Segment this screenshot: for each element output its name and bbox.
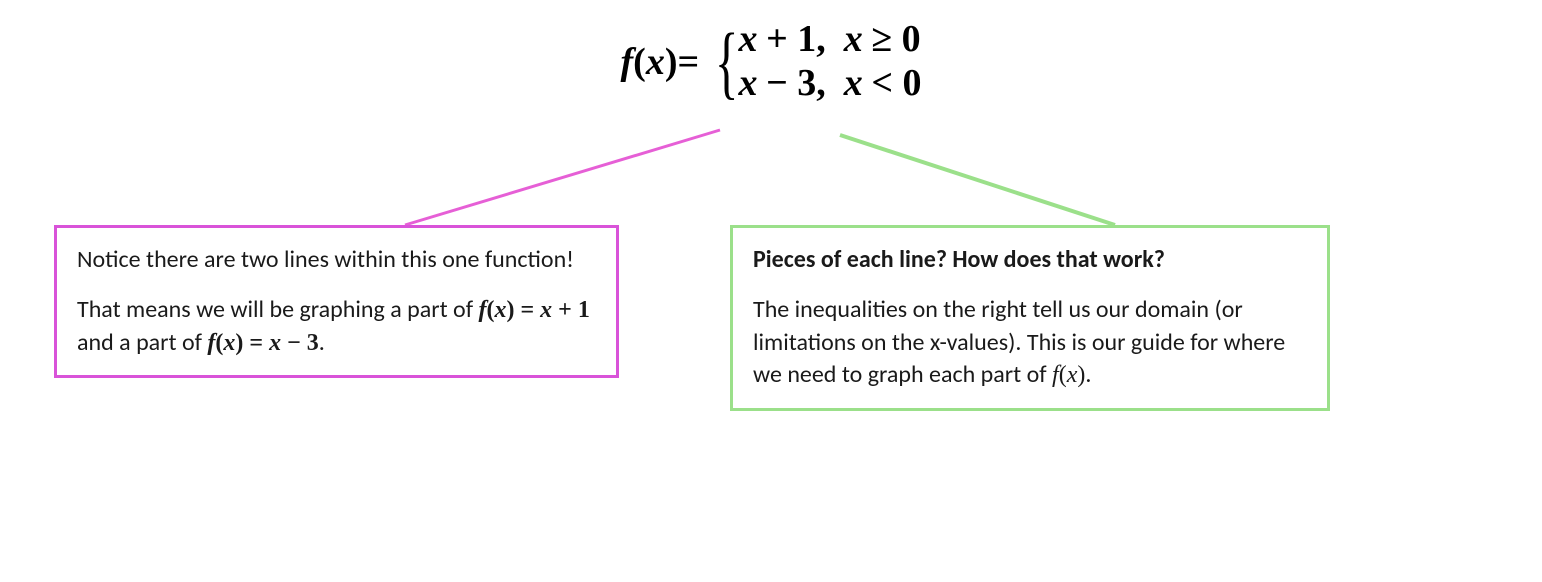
case1-expr-rest: + 1, xyxy=(766,18,826,60)
case1-cond-rel: ≥ 0 xyxy=(871,18,920,60)
lc-fx1-x: x xyxy=(494,297,506,323)
equation-inline: f ( x ) = { x + 1, x ≥ 0 xyxy=(621,18,922,105)
rc-p2-b: . xyxy=(1085,360,1091,389)
case2-expr-x: x xyxy=(738,62,757,104)
cases-rows: x + 1, x ≥ 0 x − 3, x < 0 xyxy=(738,18,921,105)
lc-fx1-rhs-x: x xyxy=(540,297,552,323)
lc-p2-a: That means we will be graphing a part of xyxy=(77,295,478,324)
equals-sign: = xyxy=(677,40,699,84)
left-callout-box: Notice there are two lines within this o… xyxy=(54,225,619,378)
lhs-x: x xyxy=(646,40,665,84)
rc-fx-f: f xyxy=(1052,362,1059,388)
rc-fx-x: x xyxy=(1067,362,1078,388)
lc-p2-b: and a part of xyxy=(77,328,207,357)
lc-fx2-rhs-rest: − 3 xyxy=(281,330,319,356)
case-row-2: x − 3, x < 0 xyxy=(738,62,921,106)
lc-fx1-eq: = xyxy=(514,297,540,323)
case1-expr-x: x xyxy=(738,18,757,60)
lhs-paren-close: ) xyxy=(665,40,678,84)
left-connector-line xyxy=(405,130,720,225)
case2-cond-rel: < 0 xyxy=(871,62,921,104)
lhs-paren-open: ( xyxy=(633,40,646,84)
case2-cond-x: x xyxy=(844,62,863,104)
left-callout-p1: Notice there are two lines within this o… xyxy=(77,244,596,276)
left-brace: { xyxy=(715,18,739,105)
piecewise-equation: f ( x ) = { x + 1, x ≥ 0 xyxy=(0,18,1542,105)
rc-p2-a: The inequalities on the right tell us ou… xyxy=(753,295,1285,389)
lc-fx2-x: x xyxy=(223,330,235,356)
right-connector-line xyxy=(840,135,1115,225)
lc-fx1-rhs-rest: + 1 xyxy=(552,297,590,323)
case1-cond-x: x xyxy=(844,18,863,60)
right-callout-p2: The inequalities on the right tell us ou… xyxy=(753,294,1307,391)
lhs-f: f xyxy=(621,40,634,84)
case-row-1: x + 1, x ≥ 0 xyxy=(738,18,921,62)
right-callout-box: Pieces of each line? How does that work?… xyxy=(730,225,1330,411)
equation-lhs: f ( x ) = xyxy=(621,40,700,84)
cases-group: { x + 1, x ≥ 0 x − 3, xyxy=(707,18,921,105)
left-callout-p2: That means we will be graphing a part of… xyxy=(77,294,596,359)
lc-fx2-eq: = xyxy=(243,330,269,356)
right-callout-p1: Pieces of each line? How does that work? xyxy=(753,244,1307,276)
case2-expr-rest: − 3, xyxy=(766,62,826,104)
rc-fx-open: ( xyxy=(1059,362,1067,388)
lc-p2-c: . xyxy=(319,328,325,357)
lc-fx2-rhs-x: x xyxy=(269,330,281,356)
